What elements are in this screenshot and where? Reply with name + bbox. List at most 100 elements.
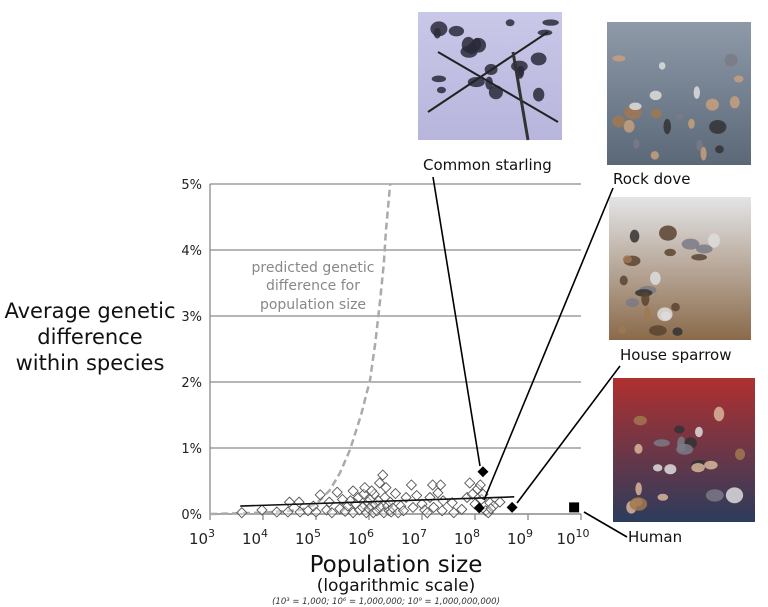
photo-subject [625, 298, 640, 308]
y-tick-label: 1% [181, 442, 202, 457]
species-point [339, 505, 351, 517]
x-tick-labels: 103 104 105 106 107 108 109 1010 [189, 527, 590, 548]
human-photo [613, 378, 755, 522]
photo-subject [505, 19, 515, 27]
photo-subject [649, 90, 662, 101]
x-tick-label: 103 [189, 527, 215, 548]
photo-subject [448, 25, 465, 37]
photo-subject [612, 115, 626, 128]
species-point [367, 507, 379, 519]
rock-dove-point [473, 502, 485, 514]
common-starling-photo [418, 12, 562, 141]
prediction-label-2: difference for [266, 278, 360, 294]
photo-subject [430, 21, 448, 37]
species-photos [418, 12, 755, 522]
photo-subject [664, 248, 676, 257]
photo-subject [704, 460, 718, 470]
photo-subject [681, 238, 700, 250]
x-tick-label: 105 [295, 527, 321, 548]
photo-subject [633, 415, 647, 426]
photo-subject [657, 493, 669, 501]
species-point [405, 479, 418, 491]
species-point [416, 498, 428, 510]
species-point [373, 477, 386, 489]
prediction-label-1: predicted genetic [252, 260, 375, 276]
x-axis-label: Population size [310, 552, 483, 578]
species-point [397, 505, 410, 517]
y-axis-label-3: within species [16, 351, 165, 375]
photo-subject [537, 29, 553, 36]
x-tick-label: 109 [507, 527, 533, 548]
photo-subject [629, 229, 640, 243]
y-axis-label-1: Average genetic [4, 299, 175, 323]
photo-subject [674, 113, 684, 120]
photo-subject [651, 108, 662, 119]
photo-subject [633, 138, 640, 149]
species-point [389, 487, 402, 500]
species-point [236, 507, 248, 519]
species-point [456, 503, 468, 516]
species-point [380, 481, 392, 494]
photo-subject [695, 244, 713, 254]
x-axis-footnote: (10³ = 1,000; 10⁶ = 1,000,000; 10⁹ = 1,0… [272, 597, 500, 607]
photo-subject [629, 102, 642, 111]
species-point [347, 485, 359, 497]
photo-subject [634, 443, 643, 454]
photo-subject [431, 75, 447, 83]
photo-subject [709, 120, 727, 134]
photo-subject [629, 497, 648, 511]
photo-background [607, 22, 751, 165]
photo-subject [658, 62, 666, 70]
species-point [283, 496, 296, 508]
human-point [569, 502, 580, 513]
photo-subject [653, 439, 670, 447]
photo-subject [695, 426, 703, 438]
species-point [366, 485, 378, 497]
photo-subject [650, 271, 661, 286]
species-point [411, 489, 423, 502]
photo-subject [466, 43, 477, 55]
species-point [282, 506, 294, 518]
photo-subject [700, 146, 707, 161]
photo-subject [635, 482, 642, 496]
species-point [377, 469, 389, 481]
photo-subject [725, 487, 744, 504]
photo-subject [671, 302, 680, 312]
human-label: Human [628, 528, 682, 546]
photo-subject [672, 327, 683, 336]
photo-subject [623, 119, 635, 133]
photo-subject [612, 55, 626, 62]
x-tick-label: 106 [348, 527, 374, 548]
species-point [437, 495, 449, 507]
trend-line-segment [240, 496, 515, 507]
photo-subject [688, 118, 695, 129]
species-point [421, 507, 433, 519]
species-point [461, 491, 473, 504]
photo-subject [659, 225, 677, 241]
trend-line [240, 496, 515, 507]
photo-subject [733, 75, 744, 83]
species-point [464, 477, 476, 489]
photo-subject [649, 325, 667, 336]
species-point [446, 497, 458, 509]
species-point [395, 500, 407, 512]
photo-subject [663, 118, 671, 135]
species-point [383, 505, 395, 517]
photo-subject [542, 19, 559, 26]
species-point [494, 496, 506, 508]
y-axis-label-2: difference [37, 325, 142, 349]
photo-subject [715, 145, 724, 154]
gridlines [209, 183, 582, 520]
rock-dove-leader-line [483, 187, 614, 501]
photo-subject [664, 464, 677, 475]
y-tick-label: 2% [181, 376, 202, 391]
photo-subject [724, 53, 738, 67]
x-tick-label: 1010 [556, 527, 589, 548]
photo-subject [696, 140, 703, 152]
x-tick-label: 108 [454, 527, 480, 548]
common-starling-point [477, 466, 489, 478]
species-point [485, 503, 497, 515]
species-point [256, 504, 268, 516]
human-leader-line [583, 511, 628, 538]
